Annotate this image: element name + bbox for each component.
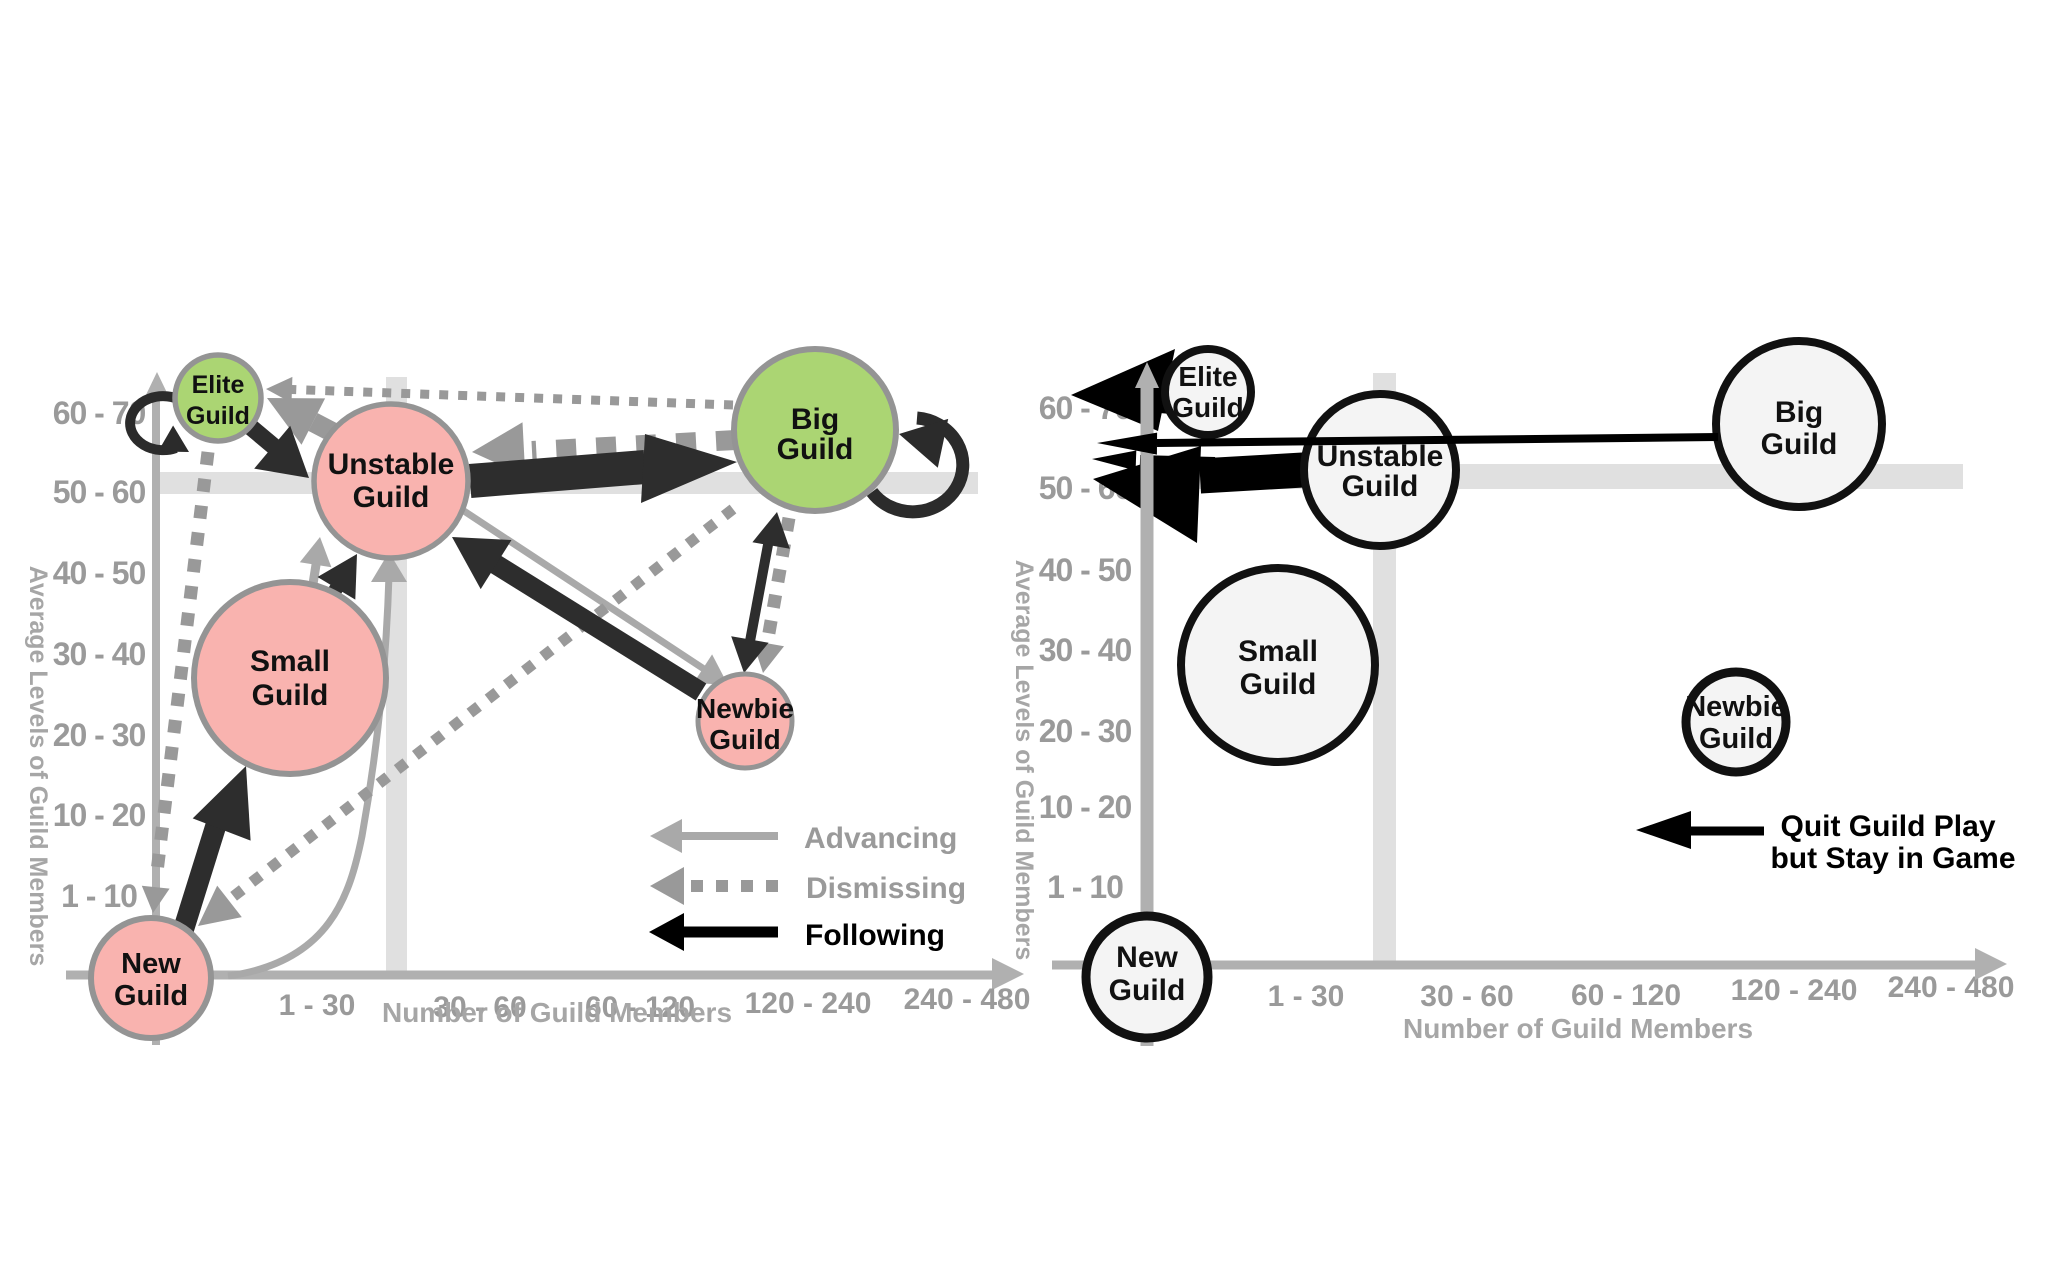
svg-text:Guild: Guild — [114, 980, 188, 1012]
svg-text:Newbie: Newbie — [1685, 691, 1787, 723]
svg-text:20 - 30: 20 - 30 — [53, 717, 146, 753]
svg-text:Number of Guild Members: Number of Guild Members — [1403, 1013, 1753, 1044]
svg-text:Unstable: Unstable — [1317, 440, 1444, 473]
svg-text:60 - 120: 60 - 120 — [585, 991, 695, 1024]
svg-text:Small: Small — [1238, 635, 1318, 668]
svg-text:Guild: Guild — [1240, 668, 1317, 701]
svg-text:40 - 50: 40 - 50 — [53, 555, 146, 591]
svg-text:Average Levels of Guild Member: Average Levels of Guild Members — [1010, 560, 1038, 961]
svg-text:20 - 30: 20 - 30 — [1039, 713, 1132, 749]
svg-text:1 - 30: 1 - 30 — [279, 989, 356, 1022]
svg-text:Guild: Guild — [1172, 392, 1244, 423]
svg-text:Dismissing: Dismissing — [806, 872, 966, 905]
svg-text:Elite: Elite — [1178, 361, 1237, 392]
svg-text:Guild: Guild — [1761, 428, 1838, 461]
svg-text:Following: Following — [805, 919, 945, 952]
svg-text:30 - 40: 30 - 40 — [53, 636, 146, 672]
svg-text:Guild: Guild — [709, 724, 781, 755]
svg-text:Guild: Guild — [353, 481, 430, 514]
svg-text:Guild: Guild — [1109, 974, 1186, 1007]
svg-text:240 - 480: 240 - 480 — [904, 983, 1031, 1016]
svg-text:120 - 240: 120 - 240 — [1731, 974, 1858, 1007]
svg-text:Guild: Guild — [186, 402, 250, 430]
svg-text:1 - 10: 1 - 10 — [61, 878, 137, 914]
svg-text:10 - 20: 10 - 20 — [1039, 789, 1132, 825]
svg-text:New: New — [121, 948, 181, 980]
svg-text:Advancing: Advancing — [804, 822, 957, 855]
svg-text:Guild: Guild — [252, 679, 329, 712]
svg-text:1 - 30: 1 - 30 — [1268, 980, 1345, 1013]
svg-text:New: New — [1116, 941, 1178, 974]
svg-text:Guild: Guild — [1699, 723, 1773, 755]
svg-text:30 - 60: 30 - 60 — [1420, 980, 1513, 1013]
svg-text:Big: Big — [1775, 396, 1823, 429]
svg-text:Average Levels of Guild Member: Average Levels of Guild Members — [24, 566, 52, 967]
svg-text:Unstable: Unstable — [328, 448, 455, 481]
svg-text:Guild: Guild — [1342, 470, 1419, 503]
svg-text:30 - 40: 30 - 40 — [1039, 632, 1132, 668]
svg-text:Elite: Elite — [192, 371, 245, 399]
svg-text:10 - 20: 10 - 20 — [53, 797, 146, 833]
svg-text:Newbie: Newbie — [696, 693, 794, 724]
svg-text:50 - 60: 50 - 60 — [53, 474, 146, 510]
svg-text:1 - 10: 1 - 10 — [1047, 869, 1123, 905]
svg-text:40 - 50: 40 - 50 — [1039, 552, 1132, 588]
svg-text:120 - 240: 120 - 240 — [745, 987, 872, 1020]
svg-text:but Stay in Game: but Stay in Game — [1770, 842, 2015, 875]
svg-text:Big: Big — [791, 403, 839, 436]
svg-text:30 - 60: 30 - 60 — [433, 991, 526, 1024]
svg-text:Guild: Guild — [777, 433, 854, 466]
svg-text:Number of Guild Members: Number of Guild Members — [382, 997, 732, 1028]
svg-text:240 - 480: 240 - 480 — [1888, 971, 2015, 1004]
svg-text:Quit Guild Play: Quit Guild Play — [1780, 810, 1995, 843]
svg-text:Small: Small — [250, 645, 330, 678]
svg-text:60 - 120: 60 - 120 — [1571, 979, 1681, 1012]
